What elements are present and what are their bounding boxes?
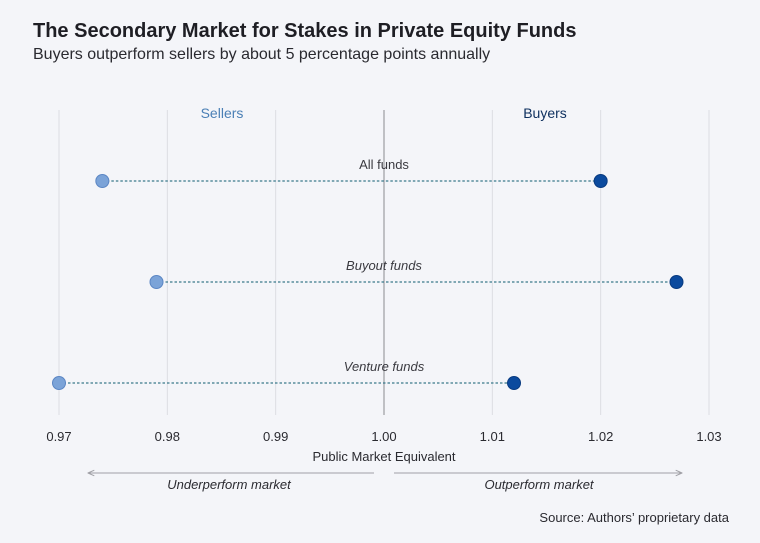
sellers-point [52,376,66,390]
legend-sellers: Sellers [201,105,244,121]
source-note: Source: Authors’ proprietary data [539,510,729,525]
x-tick-label: 0.99 [263,429,288,444]
chart-subtitle: Buyers outperform sellers by about 5 per… [33,46,491,63]
dumbbell-chart: 0.97 0.98 0.99 1.00 1.01 1.02 1.03 Public Marke… [46,105,721,492]
x-tick-label: 0.98 [155,429,180,444]
sellers-point [149,275,164,289]
underperform-label: Underperform market [167,477,292,492]
x-tick-label: 1.00 [371,429,396,444]
x-tick-label: 1.03 [696,429,721,444]
buyers-point [593,174,608,188]
x-axis-label: Public Market Equivalent [312,449,455,464]
buyers-point [507,376,521,390]
x-tick-label: 1.01 [480,429,505,444]
legend-buyers: Buyers [523,105,567,121]
category-label: Venture funds [344,359,425,374]
x-tick-label: 0.97 [46,429,71,444]
buyers-point [669,275,684,289]
x-tick-label: 1.02 [588,429,613,444]
outperform-label: Outperform market [484,477,594,492]
chart-title: The Secondary Market for Stakes in Priva… [33,20,577,42]
category-label: All funds [359,157,409,172]
sellers-point [95,174,110,188]
category-label: Buyout funds [346,258,422,273]
